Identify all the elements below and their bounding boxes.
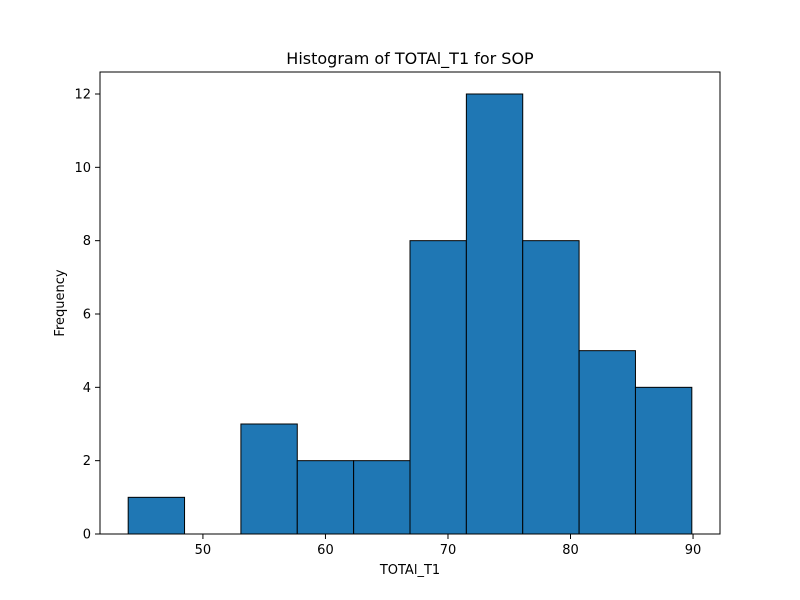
x-axis-ticks: 50 60 70 80 90	[195, 534, 702, 558]
x-tick-label: 90	[685, 543, 702, 558]
plot-frame	[99, 71, 721, 535]
histogram-bar	[634, 386, 693, 535]
y-tick-label: 6	[83, 308, 91, 323]
histogram-bar	[127, 496, 186, 535]
x-tick-label: 60	[317, 543, 334, 558]
histogram-bar	[353, 460, 411, 535]
bars-group	[127, 93, 693, 535]
y-tick-label: 8	[83, 234, 91, 249]
chart-title: Histogram of TOTAl_T1 for SOP	[286, 49, 534, 69]
x-tick-label: 50	[195, 543, 212, 558]
histogram-bar	[240, 423, 298, 535]
y-tick-label: 12	[74, 88, 91, 103]
histogram-bar	[409, 240, 467, 535]
histogram-bar	[578, 350, 636, 535]
y-tick-label: 2	[83, 454, 91, 469]
y-axis-label: Frequency	[53, 269, 68, 336]
y-tick-label: 10	[74, 161, 91, 176]
y-tick-label: 4	[83, 381, 91, 396]
y-axis-ticks: 0 2 4 6 8 10 12	[74, 88, 100, 543]
histogram-bar	[296, 460, 355, 535]
x-axis-label: TOTAl_T1	[379, 563, 440, 578]
x-tick-label: 80	[562, 543, 579, 558]
y-tick-label: 0	[83, 528, 91, 543]
histogram-bar	[522, 240, 580, 535]
x-tick-label: 70	[440, 543, 457, 558]
histogram-bar	[465, 93, 524, 535]
